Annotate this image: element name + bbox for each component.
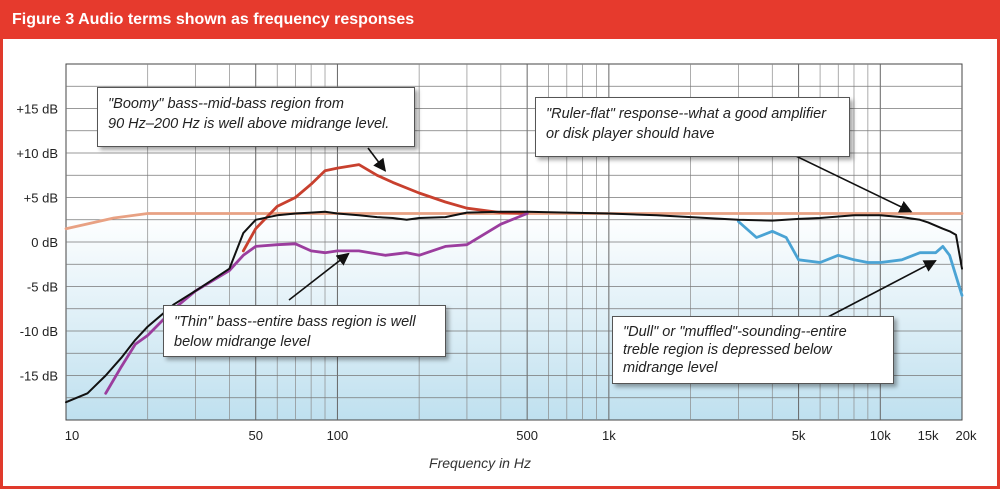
annotation-arrow-thin [288,252,350,301]
y-tick-label: -15 dB [20,369,58,384]
x-tick-label: 15k [918,428,939,443]
annotation-boomy: "Boomy" bass--mid-bass region from 90 Hz… [97,87,415,147]
annotation-ruler-flat: "Ruler-flat" response--what a good ampli… [535,97,850,157]
x-tick-label: 50 [248,428,262,443]
series-line-ruler-flat [64,212,964,231]
annotation-line: treble region is depressed below [623,342,832,358]
x-tick-label: 10k [870,428,891,443]
annotation-line: or disk player should have [546,126,715,142]
series-line-thin [104,212,529,395]
annotation-line: "Dull" or "muffled"-sounding--entire [623,324,847,340]
series-line-typical [65,210,963,404]
figure-title: Figure 3 Audio terms shown as frequency … [0,0,1000,39]
y-tick-label: -5 dB [27,280,58,295]
annotation-arrow-boomy [367,147,386,172]
x-tick-label: 20k [956,428,977,443]
annotation-line: midrange level [623,360,718,376]
x-tick-label: 1k [602,428,616,443]
series-line-boomy [241,163,529,253]
annotation-line: "Ruler-flat" response--what a good ampli… [546,106,827,122]
x-tick-label: 100 [327,428,349,443]
y-tick-label: +5 dB [24,191,58,206]
annotation-line: below midrange level [174,334,311,350]
x-tick-label: 10 [65,428,79,443]
series-lines [64,163,964,404]
annotation-thin: "Thin" bass--entire bass region is well … [163,305,446,357]
grid-lines [66,64,962,420]
annotation-dull: "Dull" or "muffled"-sounding--entire tre… [612,316,894,384]
x-axis-tick-labels: 10 50 100 500 1k 5k 10k 15k 20k [65,428,977,443]
x-tick-label: 500 [516,428,538,443]
x-tick-label: 5k [792,428,806,443]
annotation-line: "Thin" bass--entire bass region is well [174,314,416,330]
x-axis-title: Frequency in Hz [429,455,531,471]
series-line-dull [737,220,964,297]
y-tick-label: +15 dB [16,102,58,117]
y-tick-label: +10 dB [16,146,58,161]
annotation-line: 90 Hz–200 Hz is well above midrange leve… [108,116,390,132]
y-axis-tick-labels: +15 dB +10 dB +5 dB 0 dB -5 dB -10 dB -15 dB [16,102,58,384]
y-tick-label: 0 dB [31,235,58,250]
y-tick-label: -10 dB [20,324,58,339]
annotation-arrow-dull [825,259,937,319]
annotation-line: "Boomy" bass--mid-bass region from [108,96,344,112]
